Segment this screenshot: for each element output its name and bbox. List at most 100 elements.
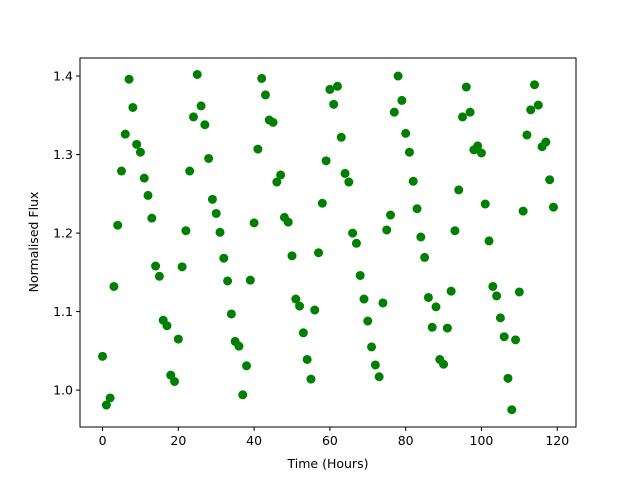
point	[98, 351, 108, 361]
point	[367, 342, 377, 352]
x-tick-label: 0	[99, 433, 107, 448]
point	[374, 372, 384, 382]
point	[242, 361, 252, 371]
point	[128, 102, 138, 112]
point	[185, 166, 195, 176]
point	[238, 390, 248, 400]
point	[461, 82, 471, 92]
point	[306, 374, 316, 384]
point	[329, 99, 339, 109]
point	[511, 335, 521, 345]
point	[170, 376, 180, 386]
point	[480, 199, 490, 209]
point	[393, 71, 403, 81]
x-axis-label: Time (Hours)	[287, 456, 369, 471]
y-tick-label: 1.3	[53, 147, 73, 162]
point	[234, 341, 244, 351]
point	[192, 69, 202, 79]
point	[120, 129, 130, 139]
point	[454, 185, 464, 195]
point	[518, 206, 528, 216]
point	[287, 251, 297, 261]
point	[154, 271, 164, 281]
point	[348, 228, 358, 238]
point	[370, 360, 380, 370]
point	[442, 323, 452, 333]
point	[507, 405, 517, 415]
point	[412, 204, 422, 214]
point	[101, 400, 111, 410]
point	[124, 74, 134, 84]
y-tick-label: 1.2	[53, 226, 73, 241]
point	[219, 253, 229, 263]
y-tick-label: 1.4	[53, 69, 73, 84]
point	[177, 262, 187, 272]
point	[295, 301, 305, 311]
point	[492, 291, 502, 301]
point	[257, 73, 267, 83]
point	[420, 252, 430, 262]
point	[423, 292, 433, 302]
point	[431, 302, 441, 312]
point	[359, 294, 369, 304]
point	[332, 81, 342, 91]
point	[382, 225, 392, 235]
point	[132, 139, 142, 149]
point	[143, 190, 153, 200]
point	[514, 287, 524, 297]
point	[272, 177, 282, 187]
point	[245, 275, 255, 285]
point	[276, 170, 286, 180]
point	[389, 107, 399, 117]
point	[223, 276, 233, 286]
plot-frame	[79, 57, 577, 428]
point	[188, 112, 198, 122]
y-axis-label: Normalised Flux	[26, 192, 41, 293]
point	[401, 128, 411, 138]
point	[162, 321, 172, 331]
point	[488, 281, 498, 291]
point	[310, 305, 320, 315]
point	[211, 208, 221, 218]
point	[260, 90, 270, 100]
point	[404, 147, 414, 157]
point	[109, 281, 119, 291]
point	[533, 100, 543, 110]
point	[499, 332, 509, 342]
point	[215, 227, 225, 237]
point	[321, 156, 331, 166]
point	[340, 168, 350, 178]
x-tick-label: 60	[322, 433, 338, 448]
point	[283, 217, 293, 227]
point	[526, 105, 536, 115]
point	[548, 202, 558, 212]
point	[530, 80, 540, 90]
point	[541, 137, 551, 147]
x-tick-label: 40	[246, 433, 262, 448]
point	[226, 309, 236, 319]
point	[450, 226, 460, 236]
point	[397, 95, 407, 105]
point	[147, 213, 157, 223]
point	[351, 238, 361, 248]
point	[298, 328, 308, 338]
point	[207, 194, 217, 204]
point	[249, 218, 259, 228]
point	[363, 316, 373, 326]
point	[416, 232, 426, 242]
point	[427, 322, 437, 332]
point	[355, 270, 365, 280]
point	[495, 313, 505, 323]
x-tick-label: 20	[170, 433, 186, 448]
point	[113, 220, 123, 230]
point	[173, 334, 183, 344]
point	[196, 101, 206, 111]
point	[545, 175, 555, 185]
point	[484, 236, 494, 246]
point	[151, 261, 161, 271]
point	[291, 294, 301, 304]
x-tick-label: 100	[470, 433, 494, 448]
point	[476, 148, 486, 158]
point	[253, 144, 263, 154]
